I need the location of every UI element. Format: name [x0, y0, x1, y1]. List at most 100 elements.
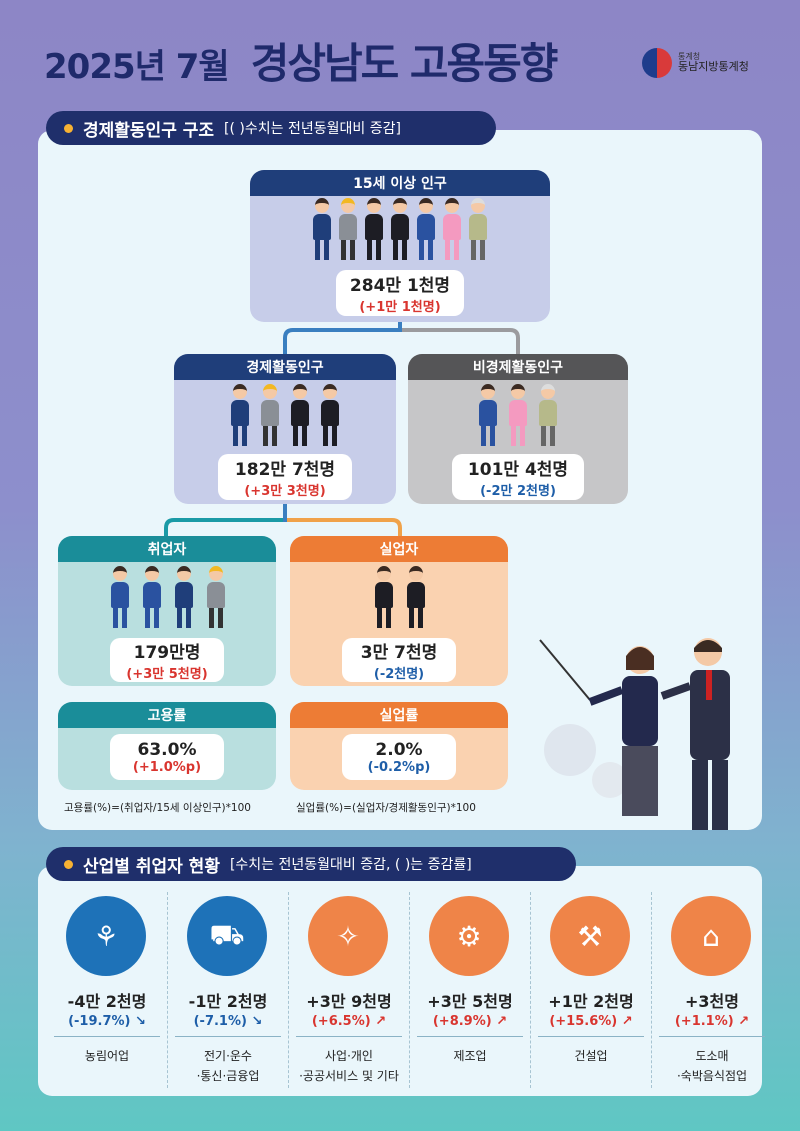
employment-rate-formula: 고용률(%)=(취업자/15세 이상인구)*100 [64, 802, 251, 814]
population-change: (+1만 1천명) [359, 300, 441, 315]
inactive-change: (-2만 2천명) [480, 484, 556, 499]
industry-item: ⚘ -4만 2천명 (-19.7%) ↘ 농림어업 [48, 890, 168, 1090]
section1-note: [( )수치는 전년동월대비 증감] [224, 121, 401, 137]
robot-arm-icon: ⚙ [429, 896, 509, 976]
active-value-card: 182만 7천명 (+3만 3천명) [218, 454, 352, 500]
arrow-down-icon: ↘ [135, 1014, 146, 1029]
inactive-value-card: 101만 4천명 (-2만 2천명) [452, 454, 584, 500]
population-value: 284만 1천명 [349, 276, 451, 296]
industry-label: 사업·개인 ·공공서비스 및 기타 [299, 1049, 399, 1084]
employed-value: 179만명 [133, 643, 201, 663]
industry-value: -4만 2천명 [67, 992, 147, 1011]
unemployment-rate-value: 2.0% [375, 739, 423, 760]
employed-value-card: 179만명 (+3만 5천명) [110, 638, 224, 682]
unemployed-value-card: 3만 7천명 (-2천명) [342, 638, 456, 682]
divider [296, 1036, 402, 1037]
section2-note: [수치는 전년동월대비 증감, ( )는 증감률] [229, 857, 472, 873]
divider [659, 1036, 765, 1037]
section2-header: 산업별 취업자 현황 [수치는 전년동월대비 증감, ( )는 증감률] [46, 847, 576, 881]
employed-people-illustration [96, 566, 240, 628]
industry-value: +3만 9천명 [306, 992, 392, 1011]
employed-change: (+3만 5천명) [126, 667, 208, 682]
industry-value: +3만 5천명 [427, 992, 513, 1011]
active-change: (+3만 3천명) [244, 484, 326, 499]
employment-rate-label: 고용률 [58, 702, 276, 728]
industry-rate: (+6.5%) ↗ [311, 1014, 387, 1029]
unemployment-rate-change: (-0.2%p) [367, 759, 431, 775]
divider [54, 1036, 160, 1037]
column-separator [651, 892, 652, 1088]
employment-rate-value-card: 63.0% (+1.0%p) [110, 734, 224, 780]
active-population-box: 경제활동인구 [174, 354, 396, 504]
industry-item: ✧ +3만 9천명 (+6.5%) ↗ 사업·개인 ·공공서비스 및 기타 [290, 890, 410, 1090]
industry-rate: (+1.1%) ↗ [674, 1014, 750, 1029]
population-label: 15세 이상 인구 [250, 170, 550, 196]
industry-label: 건설업 [574, 1049, 608, 1063]
industry-item: ⚒ +1만 2천명 (+15.6%) ↗ 건설업 [532, 890, 652, 1090]
divider [417, 1036, 523, 1037]
industry-rate: (+15.6%) ↗ [549, 1014, 633, 1029]
section1-heading: 경제활동인구 구조 [83, 120, 215, 141]
section2-heading: 산업별 취업자 현황 [83, 856, 220, 877]
industry-item: ⛟ -1만 2천명 (-7.1%) ↘ 전기·운수 ·통신·금융업 [169, 890, 289, 1090]
logo-name-text: 동남지방통계청 [678, 60, 749, 74]
inactive-value: 101만 4천명 [467, 460, 569, 480]
section1-header: 경제활동인구 구조 [( )수치는 전년동월대비 증감] [46, 111, 496, 145]
taegeuk-logo-icon [642, 48, 672, 78]
unemployed-people-illustration [360, 566, 440, 628]
active-label: 경제활동인구 [174, 354, 396, 380]
unemployed-label: 실업자 [290, 536, 508, 562]
statistics-logo: 통계청 동남지방통계청 [642, 48, 749, 78]
column-separator [530, 892, 531, 1088]
arrow-up-icon: ↗ [621, 1014, 633, 1029]
unemployment-rate-value-card: 2.0% (-0.2%p) [342, 734, 456, 780]
industry-value: -1만 2천명 [188, 992, 268, 1011]
inactive-people-illustration [458, 384, 578, 446]
title-main: 경상남도 고용동향 [250, 39, 559, 88]
employment-rate-change: (+1.0%p) [132, 759, 202, 775]
industry-label: 제조업 [453, 1049, 487, 1063]
industry-label: 전기·운수 ·통신·금융업 [196, 1049, 260, 1084]
divider [175, 1036, 281, 1037]
shopping-cart-icon: ⌂ [671, 896, 751, 976]
inactive-label: 비경제활동인구 [408, 354, 628, 380]
industry-value: +3천명 [685, 992, 739, 1011]
arrow-up-icon: ↗ [375, 1014, 387, 1029]
handshake-icon: ✧ [308, 896, 388, 976]
column-separator [409, 892, 410, 1088]
industry-label: 농림어업 [84, 1049, 130, 1063]
page-title: 2025년 7월 경상남도 고용동향 [44, 30, 559, 90]
unemployed-value: 3만 7천명 [360, 643, 438, 663]
bullet-dot-icon [64, 123, 73, 133]
industry-item: ⚙ +3만 5천명 (+8.9%) ↗ 제조업 [411, 890, 531, 1090]
active-people-illustration [200, 384, 370, 446]
industry-value: +1만 2천명 [548, 992, 634, 1011]
column-separator [288, 892, 289, 1088]
arrow-up-icon: ↗ [496, 1014, 508, 1029]
population-people-illustration [280, 198, 520, 260]
active-value: 182만 7천명 [234, 460, 336, 480]
unemployed-change: (-2천명) [373, 667, 425, 682]
unemployment-rate-label: 실업률 [290, 702, 508, 728]
industry-rate: (+8.9%) ↗ [432, 1014, 508, 1029]
industry-rate: (-19.7%) ↘ [68, 1014, 146, 1029]
divider [538, 1036, 644, 1037]
crane-icon: ⚒ [550, 896, 630, 976]
truck-icon: ⛟ [187, 896, 267, 976]
arrow-down-icon: ↘ [251, 1014, 263, 1029]
employed-label: 취업자 [58, 536, 276, 562]
title-year-month: 2025년 7월 [44, 47, 230, 87]
presenters-illustration [539, 638, 730, 830]
logo-small-text: 통계청 [678, 52, 701, 62]
industry-label: 도소매 ·숙박음식점업 [676, 1049, 748, 1084]
arrow-up-icon: ↗ [738, 1014, 750, 1029]
employment-rate-value: 63.0% [137, 739, 197, 760]
unemployment-rate-formula: 실업률(%)=(실업자/경제활동인구)*100 [296, 802, 476, 814]
column-separator [167, 892, 168, 1088]
population-value-card: 284만 1천명 (+1만 1천명) [336, 270, 464, 316]
industry-item: ⌂ +3천명 (+1.1%) ↗ 도소매 ·숙박음식점업 [653, 890, 773, 1090]
farmer-icon: ⚘ [66, 896, 146, 976]
industry-panel [38, 866, 762, 1096]
industry-rate: (-7.1%) ↘ [193, 1014, 263, 1029]
